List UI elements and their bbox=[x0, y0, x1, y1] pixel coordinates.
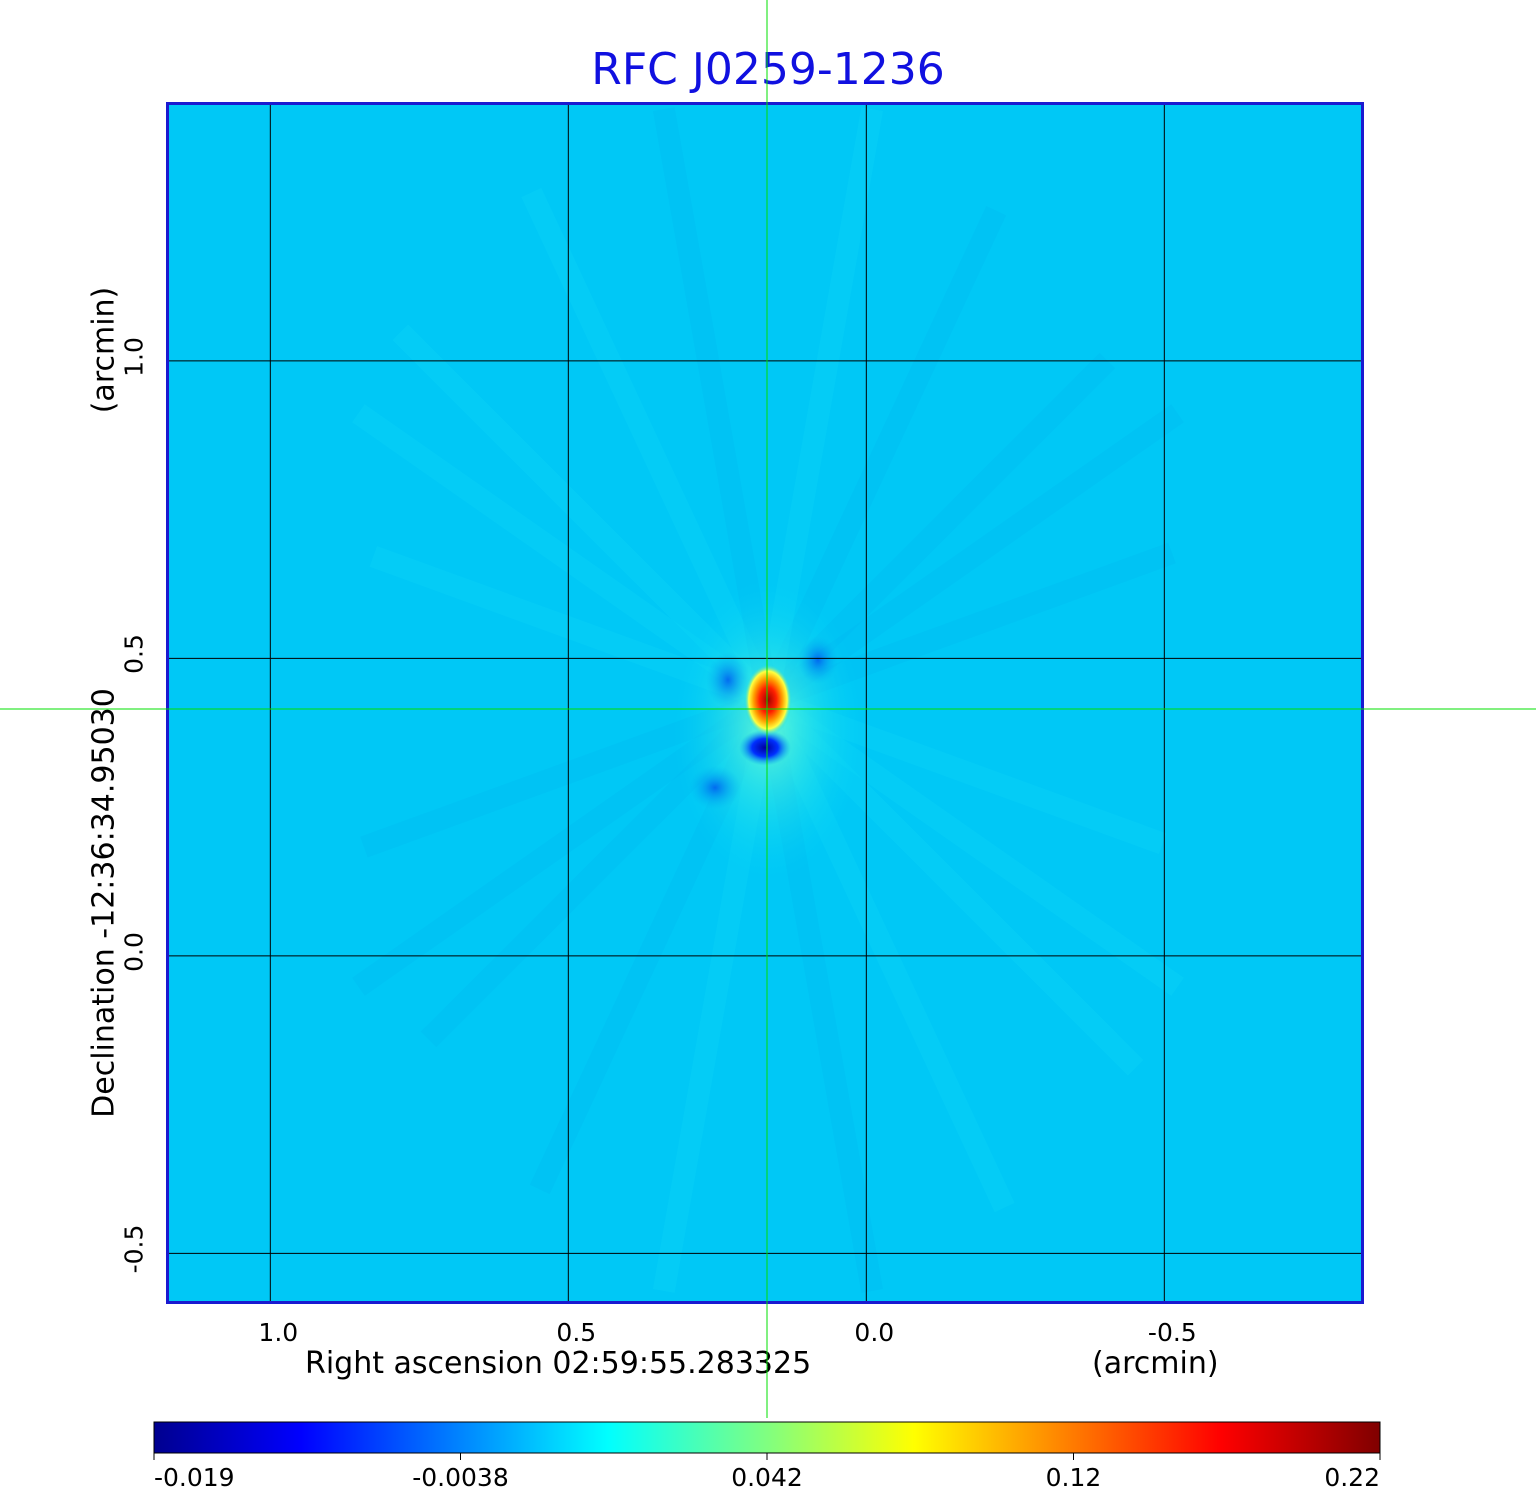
colorbar-tick-label: 0.12 bbox=[1045, 1463, 1102, 1492]
x-tick-label: 0.0 bbox=[854, 1318, 895, 1347]
y-tick-label: -0.5 bbox=[119, 1225, 149, 1274]
heatmap-image bbox=[169, 105, 1361, 1301]
negative-lobe bbox=[739, 729, 791, 766]
x-tick-label: 1.0 bbox=[258, 1318, 299, 1347]
y-tick-label: 0.5 bbox=[119, 634, 149, 675]
chart-title: RFC J0259-1236 bbox=[591, 44, 945, 95]
colorbar-tick-label: -0.0038 bbox=[412, 1463, 509, 1492]
colorbar-ticks bbox=[153, 1453, 1381, 1460]
y-axis-label: Declination -12:36:34.95030 bbox=[86, 688, 122, 1118]
x-tick-label: -0.5 bbox=[1147, 1318, 1197, 1347]
x-axis-unit: (arcmin) bbox=[1092, 1346, 1219, 1381]
y-axis-unit: (arcmin) bbox=[86, 286, 122, 414]
negative-sidelobe bbox=[705, 652, 750, 709]
colorbar-tick-label: 0.22 bbox=[1324, 1463, 1380, 1492]
negative-sidelobe bbox=[689, 765, 741, 810]
y-tick-label: 0.0 bbox=[119, 931, 149, 972]
x-tick-label: 0.5 bbox=[556, 1318, 597, 1347]
source-peak bbox=[743, 664, 792, 737]
colorbar-tick-label: 0.042 bbox=[731, 1463, 803, 1492]
plot-area bbox=[166, 102, 1364, 1304]
source-emission bbox=[672, 580, 863, 881]
coordinate-grid bbox=[169, 105, 1361, 1301]
colorbar bbox=[153, 1421, 1381, 1454]
y-tick-label: 1.0 bbox=[119, 336, 149, 377]
x-axis-label: Right ascension 02:59:55.283325 bbox=[305, 1346, 812, 1381]
colorbar-tick-label: -0.019 bbox=[154, 1463, 235, 1492]
negative-sidelobe bbox=[797, 636, 838, 685]
